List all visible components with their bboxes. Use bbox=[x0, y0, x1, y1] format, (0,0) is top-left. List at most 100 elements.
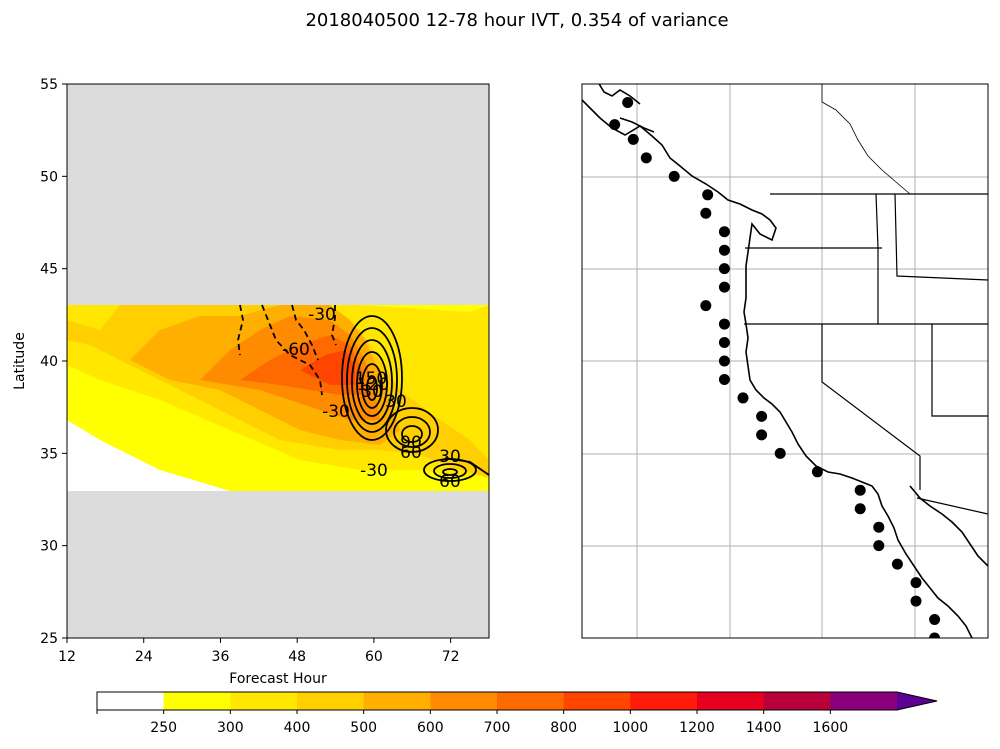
map-point bbox=[854, 484, 866, 496]
colorbar-segment bbox=[630, 692, 698, 710]
map-point bbox=[929, 614, 941, 626]
y-tick-label: 40 bbox=[40, 354, 58, 370]
positive-contour bbox=[401, 425, 423, 443]
map-point bbox=[737, 392, 749, 404]
colorbar-segment bbox=[830, 692, 898, 710]
map-point bbox=[854, 503, 866, 515]
positive-contour bbox=[444, 457, 489, 476]
right-axes-frame bbox=[581, 83, 989, 639]
map-point bbox=[622, 96, 634, 108]
colorbar-segment bbox=[163, 692, 231, 710]
y-tick-label: 50 bbox=[40, 169, 58, 185]
map-point bbox=[910, 595, 922, 607]
negative-contour bbox=[331, 305, 337, 346]
y-axis: 25 30 35 40 45 50 55 bbox=[40, 77, 67, 647]
y-tick-label: 55 bbox=[40, 77, 58, 93]
colorbar-extend-arrow bbox=[897, 692, 937, 710]
colorbar-label: 1400 bbox=[746, 720, 782, 736]
map-point bbox=[718, 373, 730, 385]
contour-label: 150 bbox=[355, 369, 387, 389]
map-point bbox=[756, 429, 768, 441]
colorbar-segment bbox=[297, 692, 365, 710]
map-point bbox=[929, 632, 941, 638]
colorbar-label: 400 bbox=[284, 720, 311, 736]
map-point bbox=[910, 577, 922, 589]
coastline bbox=[582, 84, 988, 638]
y-tick-label: 45 bbox=[40, 262, 58, 278]
map-point bbox=[891, 558, 903, 570]
map-point bbox=[774, 447, 786, 459]
contour-label: 90 bbox=[400, 433, 422, 453]
map-point bbox=[718, 337, 730, 349]
map-point bbox=[873, 540, 885, 552]
colorbar-label: 1000 bbox=[613, 720, 649, 736]
colorbar-segment bbox=[230, 692, 298, 710]
positive-contour bbox=[341, 315, 403, 441]
map-point bbox=[718, 318, 730, 330]
x-tick-label: 48 bbox=[288, 649, 306, 665]
map-point bbox=[627, 133, 639, 145]
map-point bbox=[718, 263, 730, 275]
colorbar-segment bbox=[430, 692, 498, 710]
contour-label: 60 bbox=[400, 443, 422, 463]
contour-label: -60 bbox=[282, 340, 310, 360]
contour-label: -30 bbox=[322, 402, 350, 422]
colorbar-segment bbox=[763, 692, 831, 710]
map-point bbox=[718, 281, 730, 293]
colorbar-segment bbox=[697, 692, 765, 710]
positive-contour bbox=[442, 468, 458, 476]
y-tick-label: 35 bbox=[40, 446, 58, 462]
map-point bbox=[718, 244, 730, 256]
colorbar-label: 600 bbox=[417, 720, 444, 736]
colorbar-label: 300 bbox=[217, 720, 244, 736]
colorbar-segment bbox=[497, 692, 565, 710]
contour-label: 30 bbox=[385, 392, 407, 412]
figure-title: 2018040500 12-78 hour IVT, 0.354 of vari… bbox=[305, 10, 728, 31]
map-point bbox=[640, 152, 652, 164]
x-tick-label: 24 bbox=[135, 649, 153, 665]
colorbar-segment bbox=[363, 692, 431, 710]
contour-label: -30 bbox=[308, 305, 336, 325]
x-tick-label: 12 bbox=[58, 649, 76, 665]
map-point bbox=[609, 119, 621, 131]
map-panel bbox=[581, 83, 989, 639]
map-point bbox=[718, 355, 730, 367]
colorbar-label: 500 bbox=[350, 720, 377, 736]
colorbar-label: 1200 bbox=[679, 720, 715, 736]
map-point bbox=[700, 207, 712, 219]
negative-contour bbox=[237, 304, 244, 356]
contour-label: 30 bbox=[439, 447, 461, 467]
map-point bbox=[873, 521, 885, 533]
map-point bbox=[702, 189, 714, 201]
map-point bbox=[668, 170, 680, 182]
contour-label: -30 bbox=[360, 461, 388, 481]
colorbar-segment bbox=[97, 692, 165, 710]
colorbar-frame bbox=[96, 691, 938, 711]
positive-contour bbox=[366, 375, 378, 401]
contour-label: 120 bbox=[357, 375, 389, 395]
x-tick-label: 60 bbox=[365, 649, 383, 665]
map-point bbox=[718, 226, 730, 238]
state-borders bbox=[744, 193, 988, 515]
colorbar-label: 1600 bbox=[813, 720, 849, 736]
map-point bbox=[811, 466, 823, 478]
y-axis-label: Latitude bbox=[12, 332, 28, 390]
x-tick-label: 72 bbox=[442, 649, 460, 665]
colorbar-label: 250 bbox=[150, 720, 177, 736]
x-axis-label: Forecast Hour bbox=[229, 671, 327, 687]
positive-contour bbox=[351, 339, 393, 425]
colorbar: 250 300 400 500 600 700 800 1000 1200 1400 1600 bbox=[96, 691, 938, 736]
colorbar-label: 700 bbox=[484, 720, 511, 736]
positive-contour bbox=[356, 351, 388, 417]
colorbar-segment bbox=[563, 692, 631, 710]
positive-contour bbox=[433, 463, 467, 479]
contour-label: 60 bbox=[439, 472, 461, 492]
contour-label: 30 bbox=[361, 382, 383, 402]
map-point bbox=[700, 300, 712, 312]
map-point bbox=[756, 410, 768, 422]
positive-contour bbox=[393, 416, 431, 448]
x-tick-label: 36 bbox=[212, 649, 230, 665]
x-axis: 12 24 36 48 60 72 bbox=[58, 638, 460, 665]
